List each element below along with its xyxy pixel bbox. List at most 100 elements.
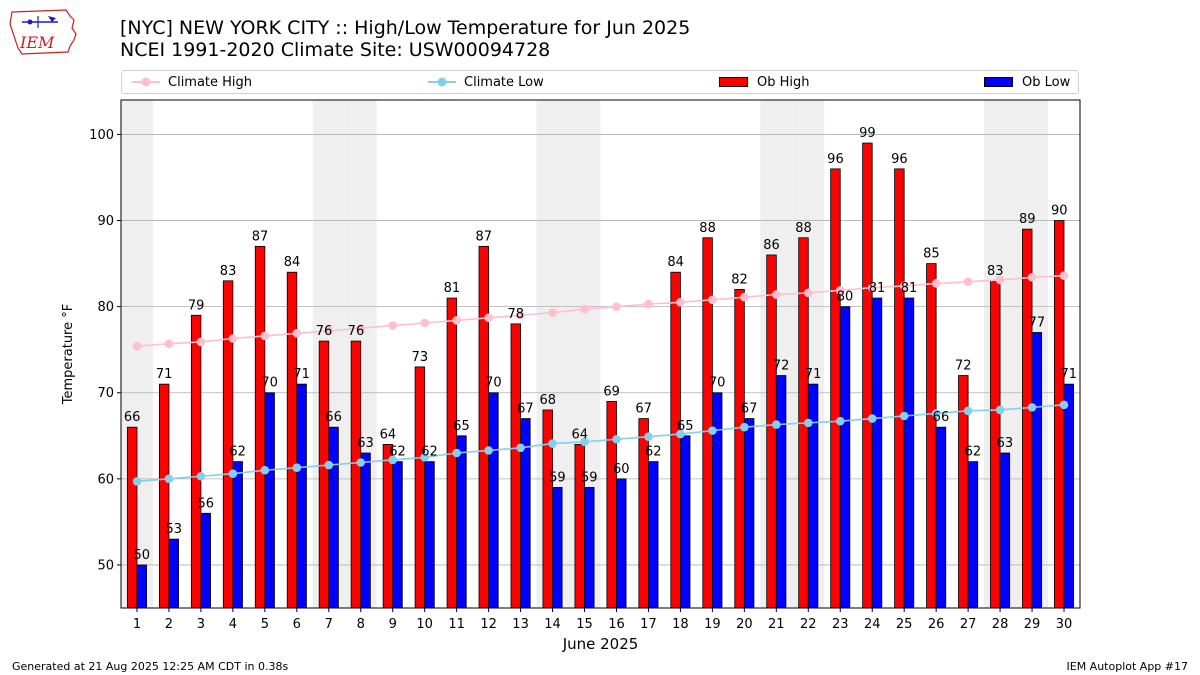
climate-high-point — [196, 337, 206, 347]
x-tick-label: 24 — [864, 617, 881, 632]
climate-low-point — [835, 416, 845, 426]
label-ob-high: 99 — [859, 126, 876, 141]
climate-high-point — [740, 292, 749, 302]
label-ob-high: 66 — [124, 410, 141, 425]
legend: Climate High Climate Low Ob High Ob Low — [121, 70, 1079, 94]
x-tick-label: 9 — [389, 617, 397, 632]
x-tick-label: 21 — [768, 617, 785, 632]
climate-high-point — [132, 341, 142, 351]
label-ob-high: 69 — [603, 384, 620, 399]
climate-low-point — [899, 411, 909, 421]
bar-ob-low — [967, 461, 979, 609]
label-ob-high: 86 — [763, 238, 780, 253]
bar-ob-high — [350, 340, 362, 609]
legend-label-ob-high: Ob High — [757, 74, 810, 90]
ob-low-patch-icon — [984, 77, 1013, 87]
bar-ob-high — [478, 245, 490, 609]
label-ob-low: 81 — [901, 281, 918, 296]
climate-high-point — [484, 313, 493, 323]
label-ob-high: 84 — [667, 255, 684, 270]
climate-low-point — [995, 405, 1005, 415]
climate-high-point — [644, 299, 653, 309]
label-ob-low: 62 — [421, 445, 438, 460]
climate-high-point — [356, 323, 366, 333]
climate-low-point — [1059, 400, 1069, 410]
label-ob-low: 72 — [773, 359, 790, 374]
bar-ob-low — [743, 418, 755, 609]
climate-low-point — [612, 434, 621, 444]
label-ob-low: 60 — [613, 462, 630, 477]
x-tick-label: 12 — [480, 617, 497, 632]
label-ob-low: 65 — [677, 419, 694, 434]
bar-ob-high — [670, 271, 681, 609]
x-tick-label: 7 — [325, 617, 333, 632]
label-ob-low: 62 — [965, 445, 982, 460]
climate-low-point — [132, 477, 142, 486]
label-ob-low: 59 — [581, 470, 598, 485]
label-ob-low: 70 — [709, 376, 726, 391]
label-ob-low: 53 — [165, 522, 182, 537]
bar-ob-low — [424, 461, 435, 609]
label-ob-low: 81 — [869, 281, 886, 296]
x-tick-label: 2 — [165, 617, 173, 632]
x-tick-label: 5 — [261, 617, 269, 632]
bar-ob-low — [807, 383, 819, 609]
ob-high-patch-icon — [719, 77, 748, 87]
climate-low-point — [452, 448, 461, 458]
climate-low-point — [228, 469, 238, 478]
label-ob-high: 88 — [795, 221, 812, 236]
climate-high-line-icon — [132, 77, 160, 87]
x-tick-label: 17 — [640, 617, 657, 632]
x-tick-label: 27 — [960, 617, 977, 632]
bar-ob-low — [328, 426, 339, 609]
bar-ob-low — [648, 461, 659, 609]
bar-ob-high — [510, 323, 521, 609]
title-line-2: NCEI 1991-2020 Climate Site: USW00094728 — [120, 39, 551, 61]
bar-ob-low — [488, 392, 499, 609]
label-ob-high: 89 — [1019, 212, 1036, 227]
label-ob-high: 68 — [539, 393, 556, 408]
climate-high-point — [452, 316, 461, 325]
bar-ob-high — [894, 168, 905, 609]
climate-high-point — [995, 275, 1005, 285]
bar-ob-high — [158, 383, 170, 609]
chart-title: [NYC] NEW YORK CITY :: High/Low Temperat… — [120, 17, 690, 61]
climate-low-point — [260, 465, 270, 475]
label-ob-high: 71 — [156, 367, 173, 382]
label-ob-high: 79 — [188, 298, 205, 313]
bar-ob-low — [360, 452, 371, 609]
climate-low-point — [388, 455, 398, 465]
label-ob-low: 63 — [357, 436, 374, 451]
bar-ob-low — [903, 297, 915, 609]
x-tick-label: 16 — [608, 617, 625, 632]
label-ob-high: 90 — [1051, 204, 1068, 219]
climate-high-point — [803, 288, 813, 298]
climate-high-line — [136, 274, 1065, 348]
climate-low-point — [867, 414, 877, 423]
bar-ob-low — [711, 392, 723, 609]
logo-text: IEM — [19, 33, 55, 52]
bar-ob-high — [766, 254, 777, 609]
label-ob-low: 50 — [134, 548, 151, 563]
climate-low-point — [644, 432, 653, 441]
label-ob-low: 65 — [453, 419, 470, 434]
climate-high-point — [292, 329, 302, 338]
label-ob-high: 82 — [731, 272, 748, 287]
legend-item-ob-low: Ob Low — [984, 71, 1070, 93]
bar-ob-high — [702, 237, 713, 609]
bar-ob-low — [296, 383, 307, 609]
label-ob-high: 83 — [987, 264, 1004, 279]
bar-ob-low — [552, 487, 563, 609]
label-ob-high: 88 — [699, 221, 716, 236]
climate-low-line-icon — [428, 77, 456, 87]
climate-high-point — [835, 285, 845, 295]
x-tick-label: 30 — [1056, 617, 1073, 632]
bar-ob-low — [775, 375, 787, 609]
climate-high-point — [260, 331, 270, 341]
iem-logo: IEM — [8, 6, 80, 58]
legend-item-ob-high: Ob High — [719, 71, 810, 93]
climate-low-point — [580, 437, 589, 447]
bar-ob-low — [1063, 383, 1075, 609]
bar-ob-low — [200, 512, 211, 609]
